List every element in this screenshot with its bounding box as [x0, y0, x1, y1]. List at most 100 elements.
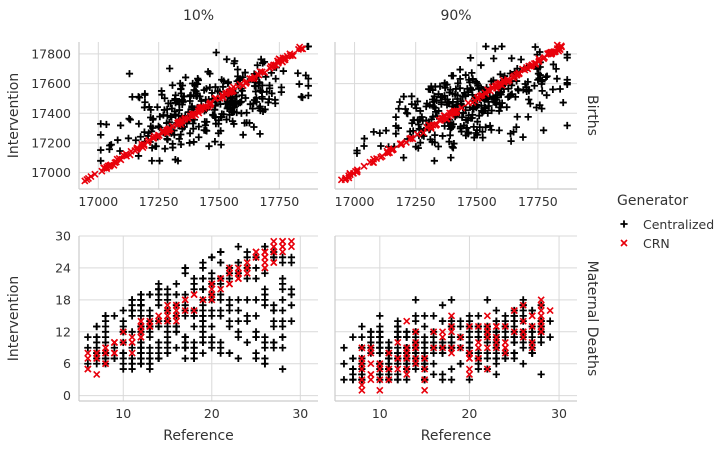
- centralized-point: [436, 82, 444, 90]
- centralized-point: [492, 100, 500, 109]
- centralized-point: [137, 338, 145, 347]
- centralized-point: [169, 140, 177, 148]
- crn-point: [537, 328, 545, 336]
- centralized-point: [208, 322, 216, 331]
- centralized-point: [278, 306, 287, 315]
- crn-point: [406, 135, 414, 143]
- centralized-point: [257, 55, 265, 63]
- crn-point: [226, 87, 234, 95]
- centralized-point: [241, 94, 250, 102]
- centralized-point: [304, 91, 312, 100]
- crn-point: [474, 344, 482, 352]
- crn-point: [174, 118, 182, 126]
- centralized-point: [190, 280, 198, 288]
- centralized-point: [195, 133, 203, 141]
- centralized-point: [190, 322, 198, 331]
- centralized-point: [474, 360, 483, 368]
- centralized-point: [126, 116, 134, 124]
- centralized-point: [487, 126, 495, 134]
- centralized-point: [201, 118, 209, 126]
- crn-point: [208, 285, 216, 293]
- centralized-point: [261, 243, 269, 251]
- crn-point: [172, 312, 180, 320]
- legend-title: Generator: [617, 193, 688, 209]
- centralized-point: [252, 274, 260, 283]
- centralized-point: [403, 109, 411, 117]
- centralized-point: [116, 147, 124, 155]
- centralized-point: [252, 333, 260, 341]
- y-tick-label: 17400: [31, 106, 71, 121]
- centralized-point: [163, 135, 171, 143]
- crn-point: [172, 317, 180, 325]
- centralized-point: [110, 312, 119, 320]
- centralized-point: [261, 269, 269, 277]
- crn-point: [137, 322, 145, 331]
- centralized-point: [181, 333, 189, 341]
- centralized-point: [278, 274, 287, 283]
- centralized-point: [456, 65, 464, 74]
- centralized-point: [415, 125, 423, 133]
- crn-point: [84, 349, 92, 357]
- centralized-point: [279, 67, 288, 75]
- centralized-point: [146, 306, 154, 315]
- centralized-point: [458, 113, 466, 121]
- crn-point: [225, 269, 234, 277]
- centralized-point: [437, 100, 445, 108]
- crn-point: [421, 376, 429, 384]
- centralized-point: [421, 322, 429, 331]
- centralized-point: [234, 317, 242, 325]
- crn-point: [394, 365, 402, 373]
- centralized-point: [261, 360, 269, 368]
- centralized-point: [340, 360, 348, 368]
- crn-point: [513, 71, 521, 79]
- centralized-point: [395, 105, 403, 113]
- crn-point: [128, 349, 136, 357]
- crn-point: [557, 42, 565, 50]
- centralized-point: [151, 142, 159, 150]
- crn-point: [243, 264, 251, 272]
- centralized-point: [349, 333, 357, 341]
- crn-point: [433, 120, 441, 128]
- crn-point: [266, 64, 274, 72]
- crn-point: [505, 76, 513, 84]
- centralized-point: [174, 157, 182, 165]
- crn-point: [225, 280, 234, 288]
- centralized-point: [141, 98, 149, 106]
- centralized-point: [456, 75, 464, 83]
- centralized-point: [266, 84, 274, 92]
- centralized-point: [459, 109, 467, 117]
- centralized-point: [268, 89, 276, 98]
- centralized-point: [163, 344, 172, 352]
- centralized-point: [230, 104, 238, 112]
- centralized-point: [222, 115, 231, 124]
- centralized-point: [408, 119, 416, 127]
- crn-point: [447, 349, 456, 357]
- crn-point: [474, 322, 482, 331]
- centralized-point: [175, 135, 183, 143]
- centralized-point: [212, 48, 220, 57]
- centralized-point: [416, 107, 424, 115]
- centralized-point: [105, 145, 114, 153]
- centralized-point: [107, 141, 115, 149]
- centralized-point: [504, 93, 512, 101]
- crn-point: [155, 317, 163, 325]
- y-tick-label: 17600: [31, 76, 71, 91]
- centralized-point: [297, 93, 306, 101]
- centralized-point: [278, 285, 287, 293]
- centralized-point: [463, 85, 471, 93]
- crn-point: [483, 333, 491, 341]
- centralized-point: [224, 79, 232, 87]
- crn-point: [403, 365, 411, 373]
- centralized-point: [465, 338, 474, 347]
- crn-point: [471, 96, 479, 104]
- crn-point: [367, 376, 375, 384]
- crn-point: [101, 360, 110, 368]
- centralized-point: [412, 104, 420, 112]
- crn-point: [483, 312, 491, 320]
- centralized-point: [470, 133, 478, 142]
- centralized-point: [190, 138, 198, 146]
- crn-point: [546, 306, 554, 315]
- centralized-point: [149, 124, 157, 132]
- centralized-point: [155, 280, 163, 288]
- crn-point: [234, 264, 242, 272]
